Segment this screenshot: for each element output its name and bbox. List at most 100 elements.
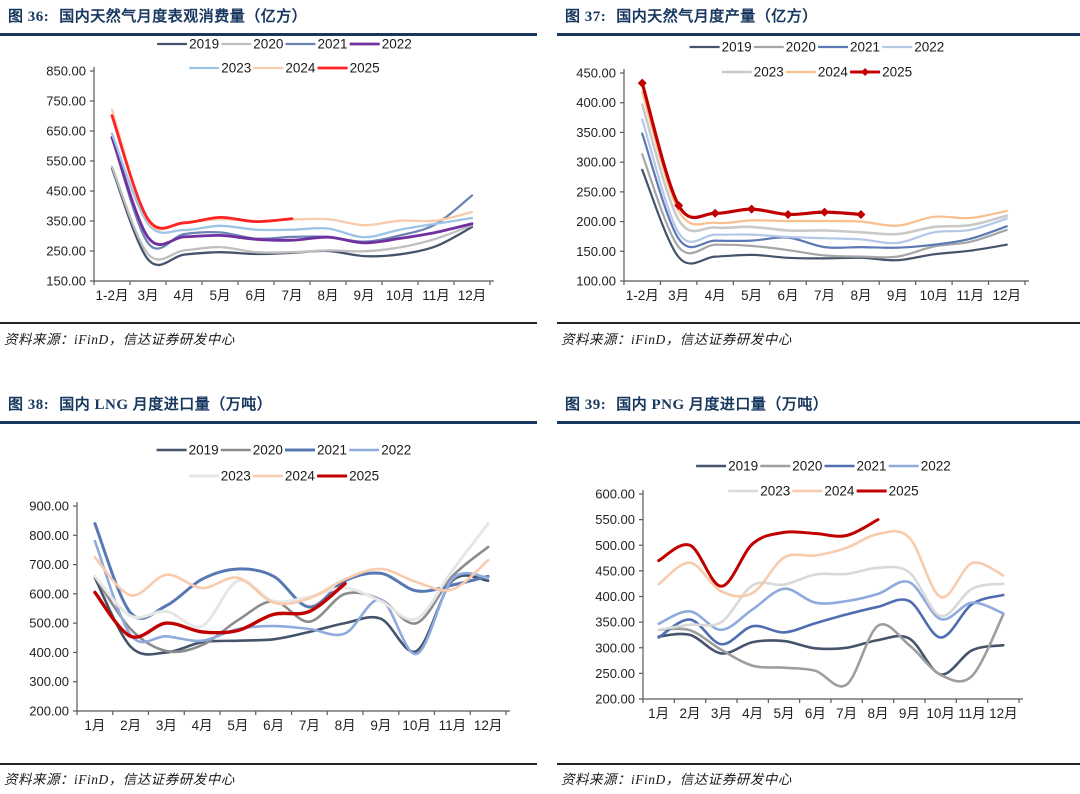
series-2025-marker	[710, 208, 720, 218]
x-tick-label: 5月	[741, 288, 762, 303]
y-tick-label: 550.00	[595, 512, 635, 527]
series-2019-line	[110, 167, 474, 267]
series-2020-line	[93, 545, 490, 654]
y-axis-tick-labels: 850.00 750.00 650.00 550.00 450.00 350.00 250.…	[46, 64, 94, 289]
figure-39-source-note: 资料来源：iFinD，信达证券研发中心	[561, 772, 792, 787]
figure-38-title-label: 图 38:	[8, 397, 50, 413]
figure-38-panel: 图 38: 国内 LNG 月度进口量（万吨） 900.00 800.00 700.00…	[0, 388, 537, 794]
legend-item-2019: 2019	[696, 459, 758, 474]
series-2025-line	[110, 114, 294, 230]
legend-item-2022: 2022	[349, 443, 411, 458]
legend-label: 2025	[350, 61, 380, 76]
x-tick-label: 4月	[192, 718, 213, 733]
legend-item-2020: 2020	[220, 443, 283, 458]
figure-36-footer-divider	[0, 322, 537, 324]
y-tick-label: 100.00	[576, 274, 616, 289]
legend-label: 2023	[221, 61, 251, 76]
figure-37-chart-canvas: 450.00 400.00 350.00 300.00 250.00 200.00 150.…	[576, 40, 1029, 303]
legend-label: 2024	[285, 469, 316, 484]
series-2019-line	[641, 168, 1008, 265]
series-2020-line	[641, 153, 1008, 259]
y-tick-label: 550.00	[46, 154, 86, 169]
series-2023-line	[640, 103, 1009, 236]
figure-39-title-label: 图 39:	[565, 397, 607, 413]
y-tick-label: 250.00	[46, 244, 86, 259]
y-tick-label: 350.00	[576, 125, 616, 140]
y-tick-label: 350.00	[595, 615, 635, 630]
y-tick-label: 400.00	[29, 645, 69, 660]
series-2020-line	[110, 165, 474, 261]
y-tick-label: 250.00	[595, 666, 635, 681]
legend-label: 2020	[792, 459, 822, 474]
series-2025-marker	[820, 207, 829, 217]
x-tick-label: 11月	[957, 288, 985, 303]
series-2025-marker	[783, 209, 793, 219]
legend-item-2022: 2022	[349, 37, 412, 52]
x-tick-label: 7月	[836, 706, 857, 721]
x-tick-label: 12月	[989, 706, 1018, 721]
x-tick-label: 5月	[773, 706, 794, 721]
x-tick-label: 2月	[679, 706, 700, 721]
x-tick-label: 5月	[209, 288, 230, 303]
series-2021-line	[657, 593, 1005, 646]
figure-39-title: 图 39: 国内 PNG 月度进口量（万吨）	[557, 388, 1080, 424]
x-tick-label: 8月	[317, 288, 338, 303]
legend-label: 2020	[253, 443, 283, 458]
legend-label: 2019	[722, 40, 752, 55]
x-tick-label: 3月	[668, 288, 689, 303]
y-tick-label: 400.00	[576, 95, 616, 110]
x-tick-label: 9月	[353, 288, 374, 303]
series-2025-marker	[674, 201, 684, 211]
y-tick-label: 200.00	[29, 704, 69, 719]
legend-label: 2019	[189, 443, 219, 458]
x-tick-label: 5月	[227, 718, 248, 733]
legend-label: 2023	[754, 65, 784, 80]
series-2023-line	[110, 132, 474, 239]
figure-38-footer-divider	[0, 763, 537, 765]
axes	[623, 69, 1029, 282]
x-tick-label: 10月	[386, 288, 415, 303]
x-tick-label: 12月	[458, 288, 487, 303]
figure-36-source-note: 资料来源：iFinD，信达证券研发中心	[4, 332, 235, 347]
figure-36-title-text: 国内天然气月度表观消费量（亿方）	[59, 9, 308, 25]
y-tick-label: 600.00	[29, 586, 69, 601]
figure-38-chart-canvas: 900.00 800.00 700.00 600.00 500.00 400.00 300.…	[29, 443, 510, 733]
figure-37-title-label: 图 37:	[565, 9, 607, 25]
series-2025-marker	[856, 209, 866, 219]
legend-item-2022: 2022	[888, 459, 951, 474]
y-tick-label: 300.00	[595, 640, 635, 655]
figure-37-footer-divider	[557, 322, 1080, 324]
x-tick-label: 8月	[867, 706, 888, 721]
legend-label: 2021	[317, 443, 347, 458]
x-axis-tick-labels: 1月 2月 3月 4月 5月 6月 7月 8月 9月 10月 11月 12月	[76, 711, 507, 733]
legend-label: 2024	[824, 484, 855, 499]
figure-37-panel: 图 37: 国内天然气月度产量（亿方） 450.00 400.00 350.00 300…	[557, 0, 1080, 360]
legend-label: 2025	[349, 469, 379, 484]
figure-39-chart-canvas: 600.00 550.00 500.00 450.00 400.00 350.00 300.…	[595, 459, 1023, 721]
legend-label: 2025	[882, 65, 912, 80]
y-tick-label: 500.00	[595, 538, 635, 553]
x-axis-tick-labels: 1月 2月 3月 4月 5月 6月 7月 8月 9月 10月 11月 12月	[642, 699, 1020, 721]
y-tick-label: 800.00	[29, 528, 69, 543]
x-tick-label: 8月	[850, 288, 871, 303]
legend-label: 2022	[381, 443, 411, 458]
y-tick-label: 400.00	[595, 589, 635, 604]
x-tick-label: 1月	[648, 706, 669, 721]
y-tick-label: 900.00	[29, 499, 69, 514]
legend-item-2025: 2025	[856, 484, 919, 499]
legend-item-2021: 2021	[285, 443, 347, 458]
legend-label: 2021	[318, 37, 348, 52]
series-2022-line	[93, 539, 490, 656]
legend-item-2021: 2021	[285, 37, 348, 52]
y-axis-tick-labels: 600.00 550.00 500.00 450.00 400.00 350.00 300.…	[595, 487, 643, 707]
legend-item-2021: 2021	[818, 40, 880, 55]
x-tick-label: 2月	[120, 718, 141, 733]
series-2022-line	[641, 118, 1008, 245]
x-tick-label: 4月	[705, 288, 726, 303]
x-tick-label: 1月	[84, 718, 105, 733]
axes	[76, 502, 510, 712]
y-tick-label: 300.00	[29, 674, 69, 689]
legend-item-2023: 2023	[728, 484, 790, 499]
x-tick-label: 7月	[814, 288, 835, 303]
